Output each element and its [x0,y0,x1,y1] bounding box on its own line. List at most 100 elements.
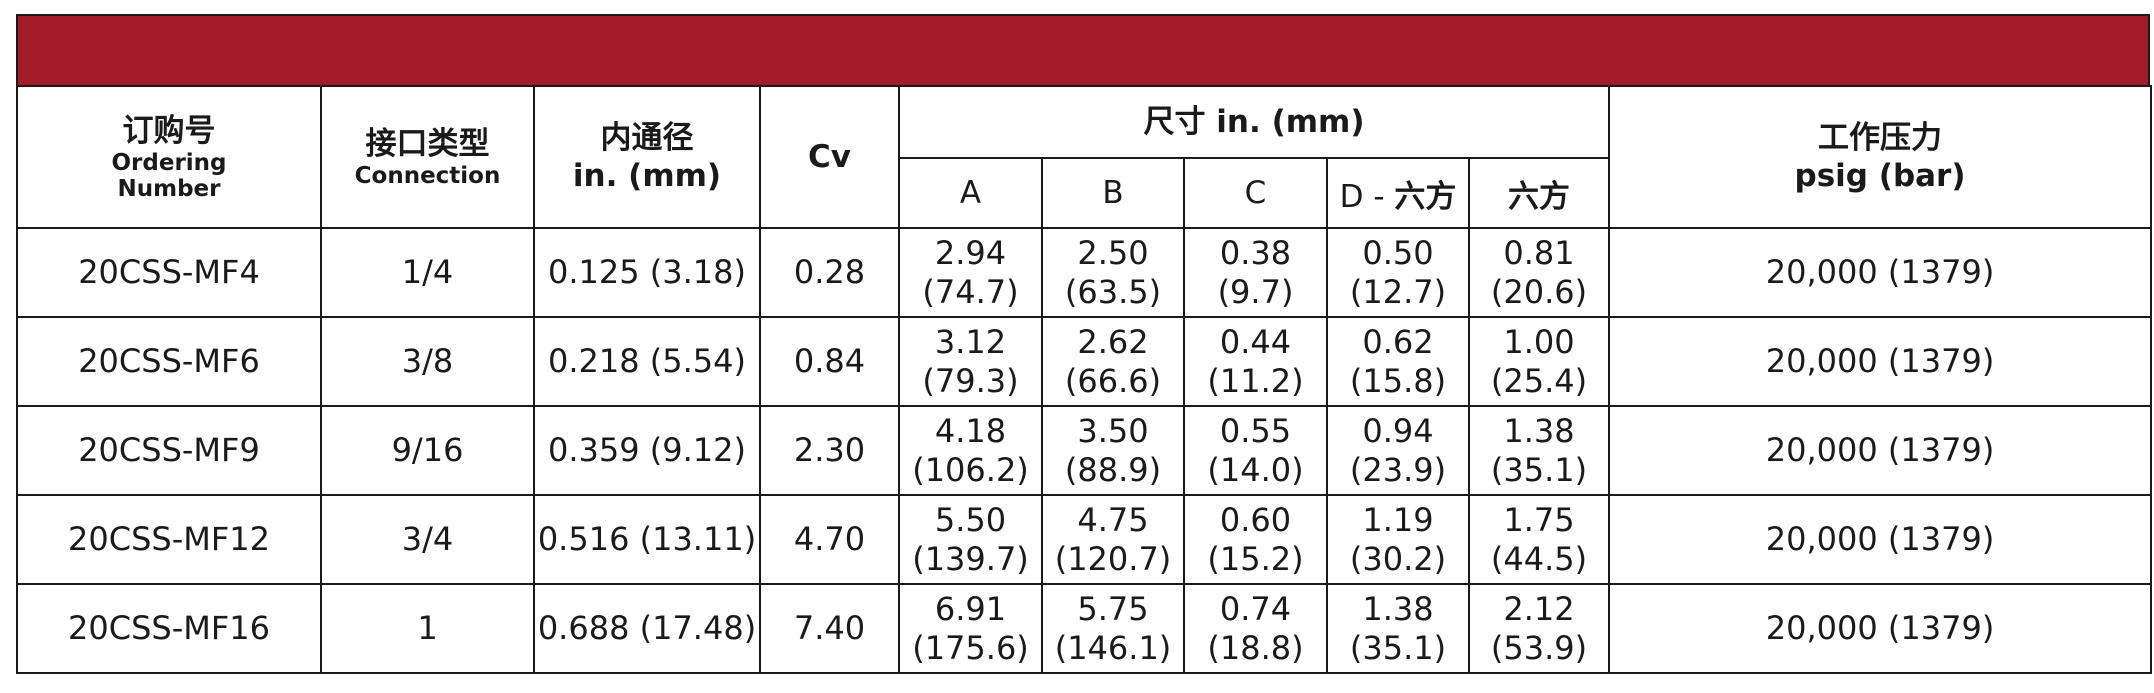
header-d-prefix: D - [1339,178,1395,215]
cell-c-in: 0.60 [1219,500,1292,539]
cell-b: 2.50 (63.5) [1041,227,1185,318]
cell-hex-mm: (53.9) [1490,628,1588,667]
table-row: 20CSS-MF16 1 0.688 (17.48) 7.40 6.91 (175… [16,583,2153,674]
table-row: 20CSS-MF9 9/16 0.359 (9.12) 2.30 4.18 (10… [16,405,2153,496]
col-header-bore: 内通径 in. (mm) [533,85,761,229]
cell-b: 4.75 (120.7) [1041,494,1185,585]
cell-d-mm: (15.8) [1349,361,1447,400]
col-header-d: D - 六方 [1326,157,1470,229]
spec-table-container: 订购号 Ordering Number 接口类型 Connection 内通径 … [16,14,2153,674]
cell-b: 2.62 (66.6) [1041,316,1185,407]
cell-hex-in: 1.38 [1503,411,1575,450]
cell-pressure: 20,000 (1379) [1608,494,2153,585]
col-header-c: C [1183,157,1328,229]
cell-a-in: 3.12 [934,322,1007,361]
cell-d: 0.50 (12.7) [1326,227,1470,318]
cell-c: 0.44 (11.2) [1183,316,1328,407]
cell-d-mm: (35.1) [1349,628,1447,667]
cell-c-mm: (18.8) [1207,628,1304,667]
cell-a: 6.91 (175.6) [898,583,1043,674]
cell-conn: 9/16 [320,405,535,496]
cell-cv: 4.70 [759,494,900,585]
cell-hex-in: 2.12 [1503,589,1575,628]
cell-a-in: 5.50 [934,500,1007,539]
cell-b-in: 5.75 [1077,589,1149,628]
cell-hex: 2.12 (53.9) [1467,583,1611,674]
header-conn-cn: 接口类型 [365,126,490,162]
cell-pressure: 20,000 (1379) [1608,316,2153,407]
cell-b-mm: (63.5) [1064,272,1162,311]
spec-table: 订购号 Ordering Number 接口类型 Connection 内通径 … [16,85,2153,674]
cell-b-mm: (120.7) [1054,539,1172,578]
cell-c-mm: (11.2) [1207,361,1304,400]
cell-order: 20CSS-MF6 [16,316,322,407]
cell-cv: 0.28 [759,227,900,318]
cell-d-mm: (30.2) [1349,539,1447,578]
col-header-dimensions: 尺寸 in. (mm) [897,85,1611,159]
header-bore-unit: in. (mm) [572,158,722,194]
cell-c-in: 0.38 [1219,233,1292,272]
cell-b-in: 4.75 [1077,500,1149,539]
cell-conn: 1 [320,583,535,674]
header-d-cn: 六方 [1394,178,1457,215]
cell-hex-mm: (20.6) [1490,272,1588,311]
cell-hex-in: 1.00 [1503,322,1575,361]
cell-cv: 2.30 [759,405,900,496]
cell-c: 0.60 (15.2) [1183,494,1328,585]
header-order-cn: 订购号 [122,113,216,149]
header-pressure-unit: psig (bar) [1794,158,1966,194]
cell-hex-in: 1.75 [1503,500,1575,539]
cell-cv: 7.40 [759,583,900,674]
cell-order: 20CSS-MF16 [16,583,322,674]
cell-d-in: 1.19 [1362,500,1434,539]
col-header-a: A [898,157,1043,229]
cell-order: 20CSS-MF9 [16,405,322,496]
cell-pressure: 20,000 (1379) [1608,405,2153,496]
cell-hex-mm: (25.4) [1490,361,1588,400]
cell-c: 0.55 (14.0) [1183,405,1328,496]
cell-b-mm: (146.1) [1054,628,1172,667]
cell-a-mm: (139.7) [912,539,1029,578]
cell-order: 20CSS-MF12 [16,494,322,585]
cell-conn: 3/8 [320,316,535,407]
cell-b-in: 3.50 [1077,411,1149,450]
cell-a-mm: (175.6) [912,628,1029,667]
header-banner [16,14,2150,85]
col-header-b: B [1041,157,1185,229]
cell-d: 0.94 (23.9) [1326,405,1470,496]
col-header-connection: 接口类型 Connection [320,85,535,229]
cell-bore: 0.688 (17.48) [533,583,761,674]
cell-c-mm: (15.2) [1207,539,1304,578]
cell-a: 4.18 (106.2) [898,405,1043,496]
cell-a-in: 6.91 [934,589,1007,628]
header-order-en2: Number [117,176,221,202]
cell-d: 0.62 (15.8) [1326,316,1470,407]
cell-hex-in: 0.81 [1503,233,1575,272]
cell-c: 0.38 (9.7) [1183,227,1328,318]
cell-d-in: 1.38 [1362,589,1434,628]
cell-c: 0.74 (18.8) [1183,583,1328,674]
cell-bore: 0.125 (3.18) [533,227,761,318]
cell-d-mm: (23.9) [1349,450,1447,489]
cell-b-in: 2.50 [1077,233,1149,272]
cell-pressure: 20,000 (1379) [1608,227,2153,318]
cell-a-mm: (79.3) [922,361,1019,400]
cell-c-mm: (14.0) [1207,450,1304,489]
cell-pressure: 20,000 (1379) [1608,583,2153,674]
cell-hex: 1.38 (35.1) [1467,405,1611,496]
table-row: 20CSS-MF6 3/8 0.218 (5.54) 0.84 3.12 (79.… [16,316,2153,407]
cell-hex: 0.81 (20.6) [1467,227,1611,318]
col-header-hex: 六方 [1467,157,1611,229]
cell-a-mm: (74.7) [922,272,1019,311]
col-header-ordering-number: 订购号 Ordering Number [16,85,322,229]
cell-c-in: 0.44 [1219,322,1292,361]
table-row: 20CSS-MF12 3/4 0.516 (13.11) 4.70 5.50 (1… [16,494,2153,585]
cell-bore: 0.516 (13.11) [533,494,761,585]
col-header-pressure: 工作压力 psig (bar) [1608,85,2153,229]
cell-c-mm: (9.7) [1217,272,1294,311]
header-bore-cn: 内通径 [600,120,694,156]
col-header-cv: Cv [759,85,900,229]
cell-a: 3.12 (79.3) [898,316,1043,407]
header-conn-en: Connection [354,163,501,189]
table-row: 20CSS-MF4 1/4 0.125 (3.18) 0.28 2.94 (74.… [16,227,2153,318]
